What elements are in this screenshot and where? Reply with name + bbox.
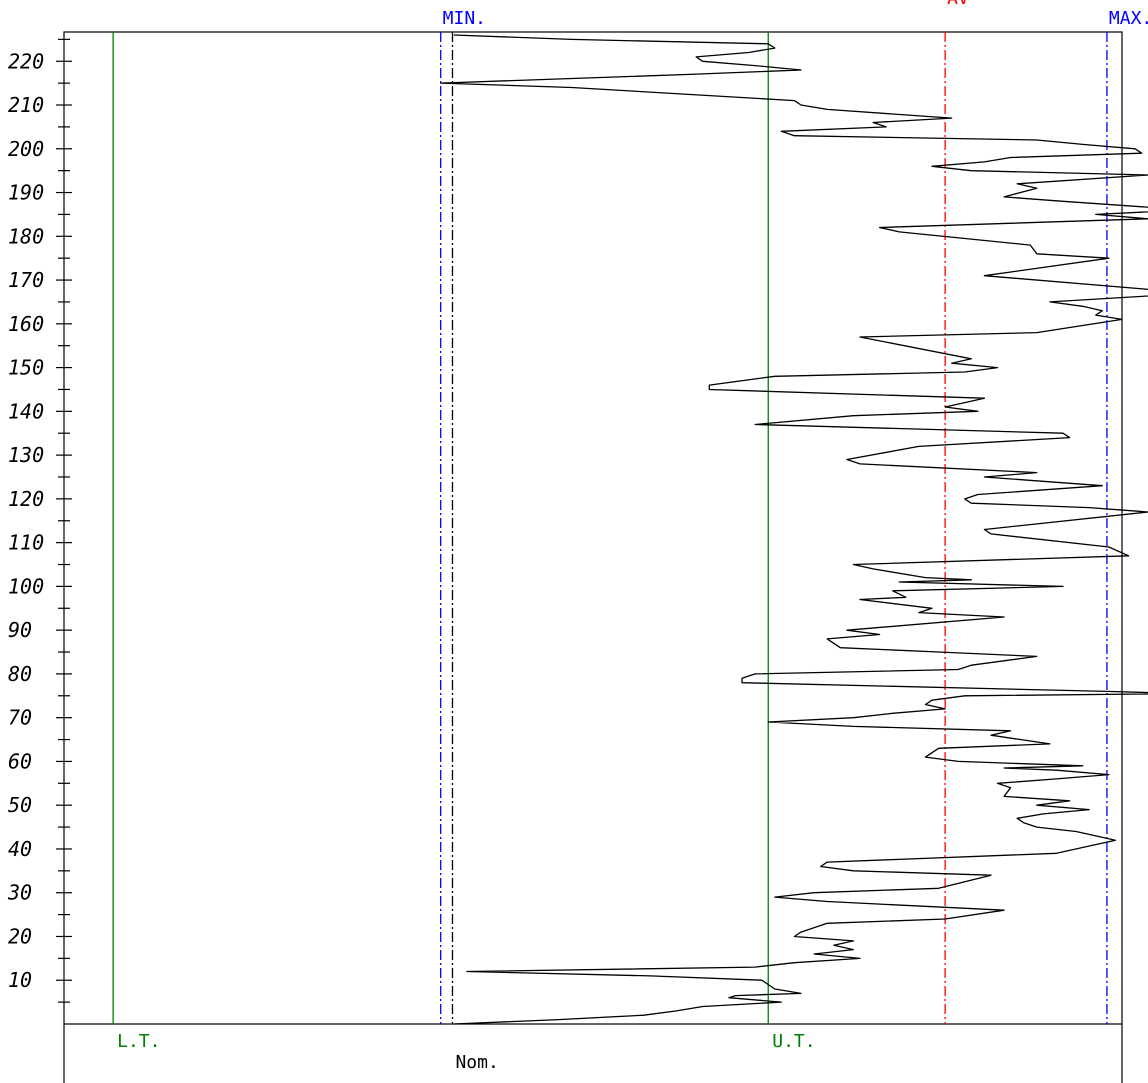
ref-label-lt: L.T.: [117, 1031, 160, 1052]
plot-frame: [63, 31, 1123, 1025]
reference-lines: [112, 32, 1108, 1024]
y-tick-label: 90: [8, 618, 32, 642]
y-tick-label: 100: [8, 574, 44, 598]
ref-label-max: MAX.: [1109, 8, 1148, 29]
y-tick-label: 70: [8, 706, 32, 730]
y-tick-label: 60: [8, 749, 32, 773]
y-tick-label: 80: [8, 662, 32, 686]
y-tick-label: 40: [8, 837, 32, 861]
ref-label-ut: U.T.: [772, 1031, 815, 1052]
y-tick-label: 150: [8, 356, 44, 380]
y-tick-label: 30: [7, 881, 32, 905]
ref-label-nom: Nom.: [455, 1052, 498, 1073]
ref-label-min: MIN.: [443, 8, 486, 29]
y-tick-label: 10: [8, 968, 32, 992]
reference-labels: L.T. MIN. Nom. U.T. AV MAX.: [117, 0, 1148, 1073]
ref-label-av: AV: [947, 0, 969, 9]
y-tick-label: 140: [8, 399, 44, 423]
y-tick-label: 110: [8, 531, 44, 555]
y-tick-label: 120: [8, 487, 44, 511]
y-tick-label: 170: [8, 268, 44, 292]
data-trace: [440, 34, 1148, 1025]
y-tick-label: 160: [8, 312, 44, 336]
y-tick-label: 180: [8, 224, 44, 248]
y-tick-label: 200: [8, 137, 44, 161]
y-tick-label: 220: [8, 49, 44, 73]
y-axis: 10 20 30 40 50 60 70 80 90 100 110 120 130 140 150 160 1…: [7, 38, 72, 1003]
y-tick-label: 130: [8, 443, 44, 467]
y-tick-label: 50: [8, 793, 32, 817]
y-tick-label: 210: [8, 93, 44, 117]
y-tick-label: 190: [8, 181, 44, 205]
y-tick-label: 20: [8, 924, 32, 948]
